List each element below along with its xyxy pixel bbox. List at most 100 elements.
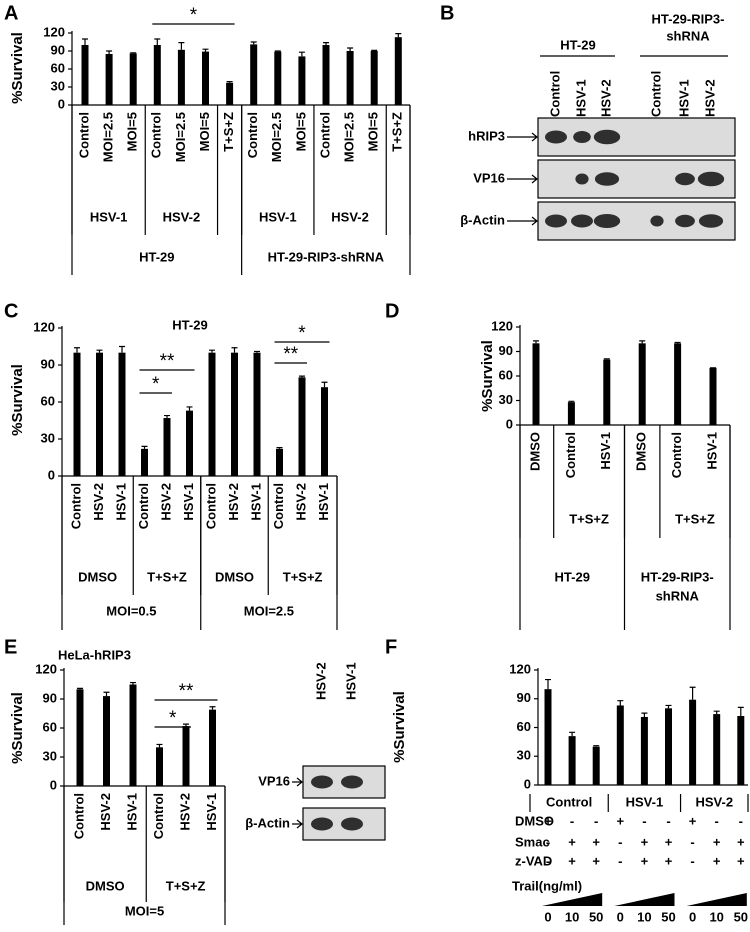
- x-tick-label: HSV-2: [98, 793, 113, 831]
- x-tick-label: Control: [149, 112, 164, 158]
- bar: [346, 51, 354, 105]
- error-bar: [103, 691, 110, 697]
- error-bar: [395, 33, 402, 38]
- error-bar: [141, 445, 148, 449]
- group-label: HT-29: [139, 249, 174, 264]
- bar: [250, 44, 258, 105]
- treatment-sign: -: [642, 813, 646, 828]
- y-tick-label: 30: [51, 78, 65, 93]
- y-tick-label: 90: [43, 690, 57, 705]
- chart-title: HT-29: [172, 317, 207, 332]
- panel-letter: A: [4, 2, 18, 24]
- x-tick-label: MOI=2.5: [342, 112, 357, 162]
- panel-letter: F: [385, 636, 397, 658]
- dose-value: 50: [734, 909, 748, 924]
- error-bar: [156, 743, 163, 748]
- bar: [592, 746, 600, 785]
- x-tick-label: HSV-2: [158, 483, 173, 521]
- error-bar: [568, 400, 575, 403]
- treatment-sign: +: [689, 813, 697, 828]
- y-tick-label: 30: [43, 748, 57, 763]
- error-bar: [231, 347, 238, 353]
- blot-band: [675, 172, 695, 186]
- bar: [567, 402, 575, 425]
- error-bar: [323, 42, 329, 45]
- treatment-sign: -: [666, 813, 670, 828]
- error-bar: [713, 710, 720, 715]
- dose-value: 10: [565, 909, 579, 924]
- error-bar: [130, 681, 136, 685]
- significance-label: **: [160, 351, 175, 372]
- lane-label: HSV-1: [343, 662, 358, 700]
- error-bar: [226, 81, 233, 83]
- bar: [370, 51, 378, 105]
- blot-group-label: shRNA: [666, 28, 710, 43]
- dose-triangle: [614, 893, 675, 906]
- group-label: HSV-2: [331, 209, 369, 224]
- error-bar: [119, 345, 125, 353]
- y-tick-label: 90: [499, 343, 513, 358]
- treatment-name: Smac: [515, 834, 550, 849]
- y-axis-label: %Survival: [9, 364, 26, 436]
- error-bar: [639, 340, 646, 344]
- group-label: T+S+Z: [569, 511, 609, 526]
- bar: [231, 352, 238, 476]
- y-tick-label: 60: [43, 719, 57, 734]
- blot-band: [311, 817, 333, 831]
- y-tick-label: 90: [517, 690, 531, 705]
- y-tick-label: 120: [33, 319, 55, 334]
- bar: [163, 418, 171, 476]
- bar: [665, 708, 672, 785]
- treatment-sign: -: [690, 853, 694, 868]
- y-tick-label: 120: [43, 24, 65, 39]
- treatment-sign: +: [713, 853, 721, 868]
- y-tick-label: 30: [517, 748, 531, 763]
- x-tick-label: HSV-2: [91, 483, 106, 521]
- error-bar: [298, 51, 305, 57]
- error-bar: [737, 706, 744, 716]
- x-tick-label: HSV-1: [124, 793, 139, 831]
- bar: [129, 684, 137, 786]
- treatment-sign: +: [641, 834, 649, 849]
- blot-band: [573, 131, 591, 143]
- blot-group-label: HT-29: [560, 37, 595, 52]
- x-tick-label: MOI=2.5: [269, 112, 284, 162]
- bar: [689, 699, 697, 785]
- y-axis-label: %Survival: [9, 692, 26, 764]
- treatment-sign: +: [592, 853, 600, 868]
- treatment-sign: -: [739, 813, 743, 828]
- blot-arrow: [292, 819, 303, 829]
- bar: [118, 352, 126, 476]
- y-tick-label: 90: [51, 42, 65, 57]
- panel-letter: D: [385, 300, 399, 322]
- error-bar: [299, 375, 305, 378]
- blot-row-label: hRIP3: [468, 128, 505, 143]
- error-bar: [154, 38, 161, 45]
- y-tick-label: 60: [51, 60, 65, 75]
- error-bar: [545, 678, 551, 690]
- dose-value: 0: [689, 909, 696, 924]
- lane-label: HSV-1: [573, 79, 588, 117]
- dose-triangle: [686, 893, 747, 906]
- x-tick-label: MOI=5: [197, 112, 212, 151]
- significance-label: *: [169, 708, 177, 729]
- error-bar: [617, 700, 624, 706]
- x-tick-label: Control: [76, 112, 91, 158]
- bar: [394, 37, 402, 106]
- lane-label: Control: [648, 71, 663, 117]
- treatment-sign: -: [546, 834, 550, 849]
- group-label: T+S+Z: [283, 569, 323, 584]
- error-bar: [603, 358, 610, 360]
- y-tick-label: 90: [41, 356, 55, 371]
- bar: [532, 343, 540, 425]
- error-bar: [674, 341, 681, 344]
- x-tick-label: DMSO: [527, 432, 542, 471]
- bar: [76, 689, 84, 786]
- bar: [153, 45, 161, 105]
- error-bar: [593, 745, 600, 747]
- blot-band: [698, 214, 724, 228]
- blot-band: [571, 214, 593, 228]
- bar: [156, 747, 163, 786]
- significance-label: *: [298, 323, 306, 344]
- group-label: HSV-1: [259, 209, 297, 224]
